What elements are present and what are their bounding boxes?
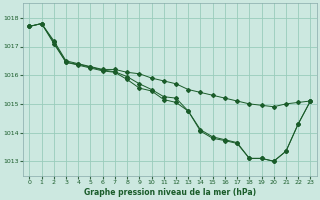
X-axis label: Graphe pression niveau de la mer (hPa): Graphe pression niveau de la mer (hPa): [84, 188, 256, 197]
